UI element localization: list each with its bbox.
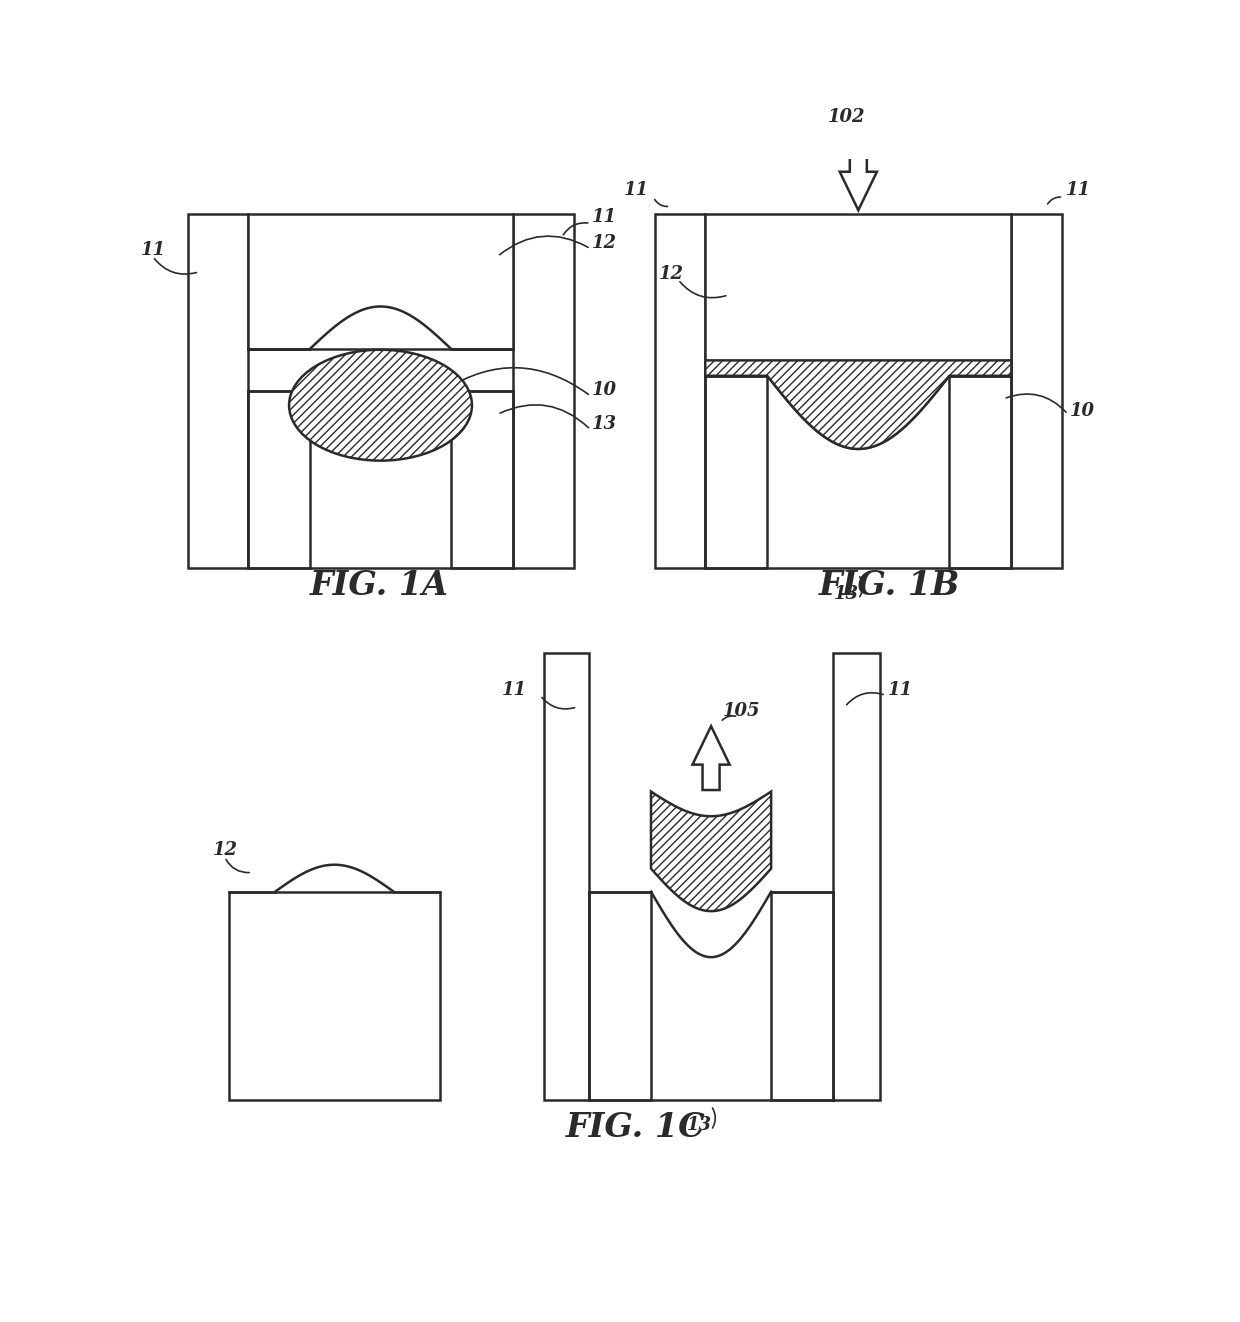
- Polygon shape: [651, 792, 771, 911]
- Text: 10: 10: [1069, 402, 1095, 420]
- Text: 12: 12: [658, 264, 683, 283]
- Text: 13: 13: [593, 415, 618, 432]
- Text: 11: 11: [141, 241, 166, 259]
- Text: 11: 11: [502, 681, 527, 699]
- Text: 12: 12: [213, 841, 238, 859]
- Bar: [544, 653, 589, 1100]
- Text: 11: 11: [1065, 181, 1091, 198]
- Text: FIG. 1C: FIG. 1C: [565, 1110, 706, 1144]
- Bar: [589, 891, 651, 1100]
- Text: 13: 13: [687, 1116, 712, 1134]
- Bar: [248, 391, 310, 568]
- Bar: [833, 653, 879, 1100]
- Text: 11: 11: [888, 681, 913, 699]
- Polygon shape: [692, 726, 729, 791]
- Bar: [248, 214, 513, 349]
- Bar: [187, 214, 248, 568]
- Text: 11: 11: [593, 209, 618, 226]
- Text: 10: 10: [593, 381, 618, 399]
- Text: 102: 102: [828, 107, 866, 126]
- Polygon shape: [839, 134, 877, 210]
- Text: 105: 105: [723, 702, 760, 720]
- Bar: [771, 891, 833, 1100]
- Bar: [655, 214, 706, 568]
- Bar: [950, 375, 1012, 568]
- Text: 100: 100: [657, 828, 694, 846]
- Bar: [706, 214, 1012, 375]
- Bar: [1012, 214, 1061, 568]
- Polygon shape: [706, 361, 1012, 449]
- Bar: [451, 391, 513, 568]
- Text: FIG. 1A: FIG. 1A: [310, 570, 449, 603]
- Text: 11: 11: [624, 181, 649, 198]
- Text: 12: 12: [593, 234, 618, 251]
- Text: FIG. 1B: FIG. 1B: [818, 570, 961, 603]
- Text: 13: 13: [835, 584, 859, 603]
- Ellipse shape: [289, 350, 472, 460]
- Bar: [513, 214, 573, 568]
- Bar: [228, 891, 440, 1100]
- Bar: [706, 375, 768, 568]
